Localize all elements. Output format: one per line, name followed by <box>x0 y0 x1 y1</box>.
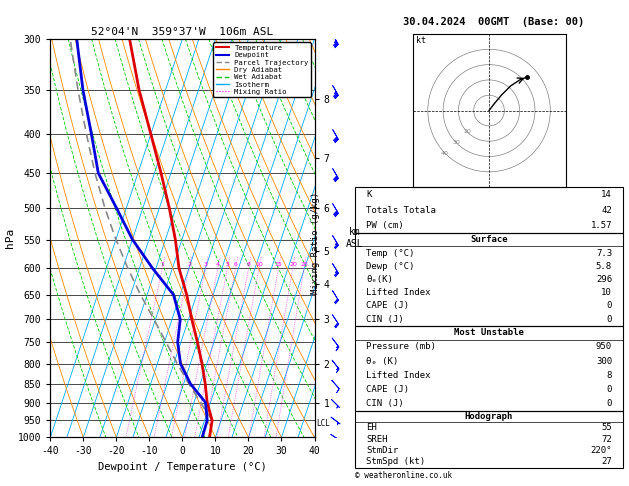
Text: θₑ (K): θₑ (K) <box>366 357 398 365</box>
Text: PW (cm): PW (cm) <box>366 221 404 230</box>
Text: 5.8: 5.8 <box>596 262 612 271</box>
Y-axis label: hPa: hPa <box>5 228 15 248</box>
Text: StmSpd (kt): StmSpd (kt) <box>366 457 425 467</box>
Text: Most Unstable: Most Unstable <box>454 328 524 337</box>
Text: © weatheronline.co.uk: © weatheronline.co.uk <box>355 471 452 480</box>
Text: 0: 0 <box>606 314 612 324</box>
Text: 10: 10 <box>255 262 263 267</box>
Text: Mixing Ratio (g/kg): Mixing Ratio (g/kg) <box>311 192 320 294</box>
Text: 20: 20 <box>463 129 471 134</box>
Text: 20: 20 <box>289 262 297 267</box>
Text: 950: 950 <box>596 342 612 351</box>
Text: SREH: SREH <box>366 434 387 444</box>
Text: 0: 0 <box>606 301 612 311</box>
Text: LCL: LCL <box>316 419 330 428</box>
Legend: Temperature, Dewpoint, Parcel Trajectory, Dry Adiabat, Wet Adiabat, Isotherm, Mi: Temperature, Dewpoint, Parcel Trajectory… <box>213 42 311 97</box>
Text: 3: 3 <box>204 262 208 267</box>
Text: 15: 15 <box>275 262 282 267</box>
Text: 10: 10 <box>601 288 612 297</box>
Text: 72: 72 <box>601 434 612 444</box>
Text: Pressure (mb): Pressure (mb) <box>366 342 436 351</box>
Text: 0: 0 <box>606 399 612 408</box>
Text: θₑ(K): θₑ(K) <box>366 275 393 284</box>
Y-axis label: km
ASL: km ASL <box>345 227 363 249</box>
Text: 296: 296 <box>596 275 612 284</box>
Text: 300: 300 <box>596 357 612 365</box>
Text: kt: kt <box>416 36 426 45</box>
Text: Temp (°C): Temp (°C) <box>366 248 415 258</box>
Text: Lifted Index: Lifted Index <box>366 288 431 297</box>
Text: EH: EH <box>366 423 377 432</box>
Text: Hodograph: Hodograph <box>465 412 513 421</box>
Text: 6: 6 <box>234 262 238 267</box>
Text: Surface: Surface <box>470 235 508 244</box>
Title: 52°04'N  359°37'W  106m ASL: 52°04'N 359°37'W 106m ASL <box>91 27 274 37</box>
X-axis label: Dewpoint / Temperature (°C): Dewpoint / Temperature (°C) <box>98 462 267 472</box>
Text: 30: 30 <box>452 139 460 145</box>
Text: Lifted Index: Lifted Index <box>366 371 431 380</box>
Text: 2: 2 <box>187 262 191 267</box>
Text: 30.04.2024  00GMT  (Base: 00): 30.04.2024 00GMT (Base: 00) <box>403 17 584 27</box>
Text: 220°: 220° <box>591 446 612 455</box>
Text: CIN (J): CIN (J) <box>366 314 404 324</box>
Text: 55: 55 <box>601 423 612 432</box>
Text: 0: 0 <box>606 385 612 394</box>
Text: CAPE (J): CAPE (J) <box>366 301 409 311</box>
Text: CIN (J): CIN (J) <box>366 399 404 408</box>
Text: 8: 8 <box>247 262 251 267</box>
Text: 7.3: 7.3 <box>596 248 612 258</box>
Text: 40: 40 <box>441 151 449 156</box>
Text: CAPE (J): CAPE (J) <box>366 385 409 394</box>
Text: Dewp (°C): Dewp (°C) <box>366 262 415 271</box>
Text: 1.57: 1.57 <box>591 221 612 230</box>
Text: 25: 25 <box>300 262 308 267</box>
Text: 4: 4 <box>216 262 220 267</box>
Text: Totals Totala: Totals Totala <box>366 206 436 215</box>
Text: 5: 5 <box>226 262 230 267</box>
Text: K: K <box>366 191 372 199</box>
Text: 42: 42 <box>601 206 612 215</box>
Text: StmDir: StmDir <box>366 446 398 455</box>
Text: 27: 27 <box>601 457 612 467</box>
Text: 1: 1 <box>160 262 165 267</box>
Text: 8: 8 <box>606 371 612 380</box>
Text: 14: 14 <box>601 191 612 199</box>
